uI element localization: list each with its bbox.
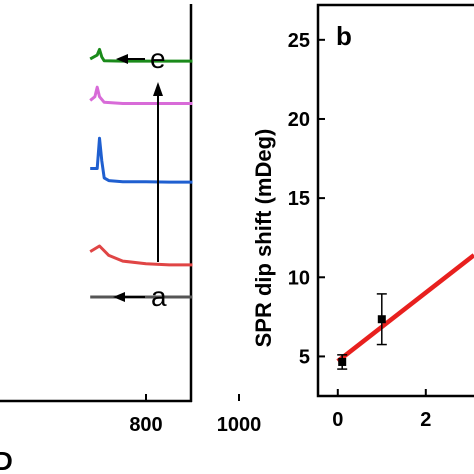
panel-b-x-tick-label: 2 <box>420 409 431 431</box>
panel-b-y-tick-label: 10 <box>288 267 310 289</box>
panel-b-y-tick-label: 25 <box>288 30 310 52</box>
panel-a-series-line <box>89 85 193 105</box>
panel-b-data-point <box>338 357 347 366</box>
arrow-e-head <box>116 54 128 64</box>
panel-b-points <box>337 293 387 370</box>
panel-b-data-point <box>377 315 386 324</box>
curve-label-a: a <box>151 281 167 312</box>
curve-label-e: e <box>150 43 166 74</box>
panel-a-x-tick-label: 800 <box>129 414 162 436</box>
progression-arrow-head <box>153 82 163 96</box>
panel-a-series <box>89 47 193 299</box>
panel-b-y-tick-label: 20 <box>288 109 310 131</box>
panel-b-frame <box>316 3 474 398</box>
panel-a-x-ticks: 800 1000 <box>129 394 261 436</box>
panel-a-x-tick-label: 1000 <box>217 414 262 436</box>
panel-b-y-tick-label: 5 <box>299 346 310 368</box>
panel-a-series-line <box>89 244 193 267</box>
panel-b-x-tick-label: 0 <box>332 409 343 431</box>
panel-b-fit-line <box>336 253 474 363</box>
panel-b-y-ticks: 5 10 15 20 25 <box>288 30 325 368</box>
panel-a-series-line <box>90 136 193 184</box>
panel-a: 800 1000 e a D <box>0 4 261 474</box>
panel-a-series-line <box>89 47 193 63</box>
curve-label-e-group: e <box>116 43 166 74</box>
progression-arrow <box>153 82 163 262</box>
curve-label-a-group: a <box>113 281 167 312</box>
panel-b-y-tick-label: 15 <box>288 188 310 210</box>
panel-b-label: b <box>336 21 352 51</box>
panel-b-y-axis-label: SPR dip shift (mDeg) <box>251 129 276 348</box>
panel-a-bottom-fragment: D <box>0 446 13 474</box>
arrow-a-head <box>113 292 125 302</box>
panel-b-fit <box>336 253 474 363</box>
